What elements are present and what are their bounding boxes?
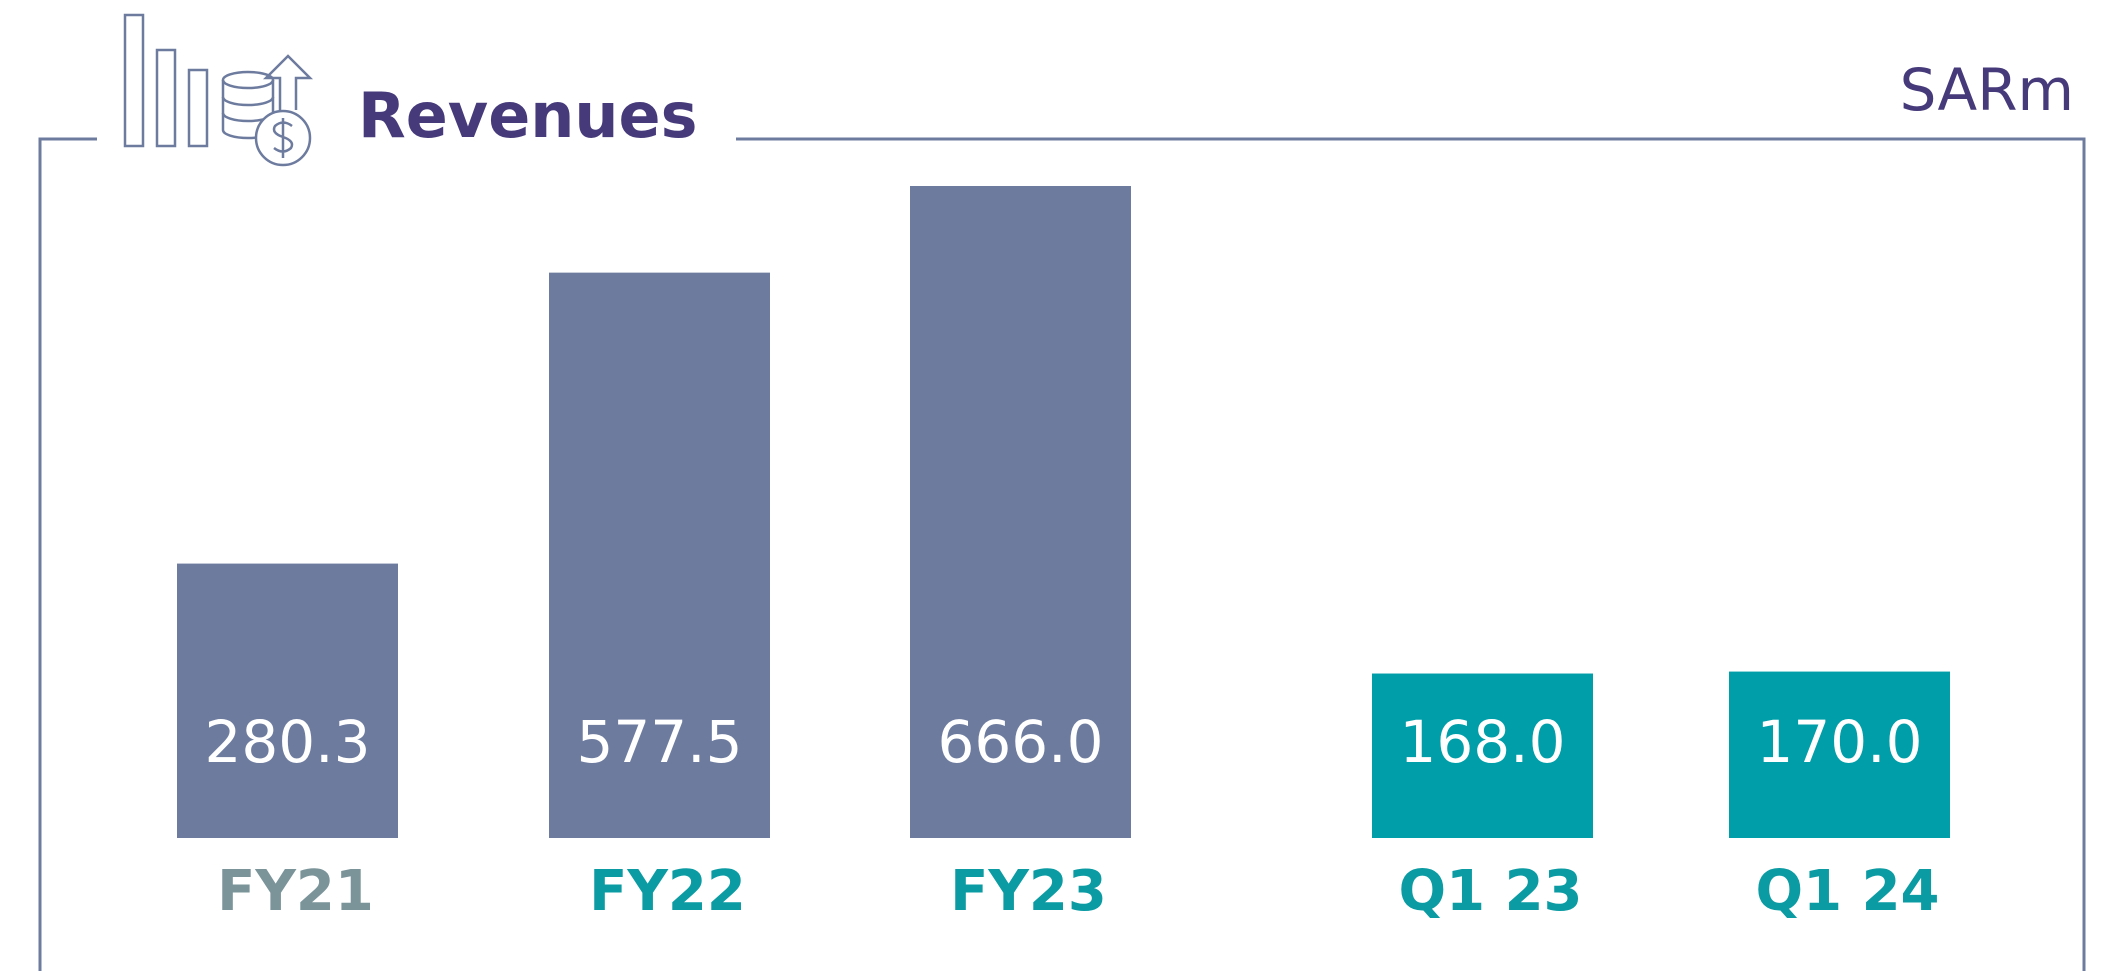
bar [1729,671,1950,838]
value-label: 170.0 [1756,708,1922,776]
x-tick-label: Q1 24 [1756,859,1940,924]
value-label: 577.5 [576,708,742,776]
frame [38,137,2086,971]
value-label: 666.0 [937,708,1103,776]
frame-right [736,137,2086,971]
revenue-icon [123,13,314,167]
value-label: 168.0 [1399,708,1565,776]
x-tick-label: FY22 [589,859,746,924]
unit-label: SARm [1900,56,2074,124]
bar [1372,673,1593,838]
value-label: 280.3 [204,708,370,776]
x-tick-label: FY21 [217,859,374,924]
bar [910,186,1131,838]
bar [177,563,398,838]
frame-left [38,137,97,971]
bar [549,272,770,838]
chart-title: Revenues [358,79,698,152]
x-tick-label: Q1 23 [1399,859,1583,924]
x-tick-label: FY23 [950,859,1107,924]
